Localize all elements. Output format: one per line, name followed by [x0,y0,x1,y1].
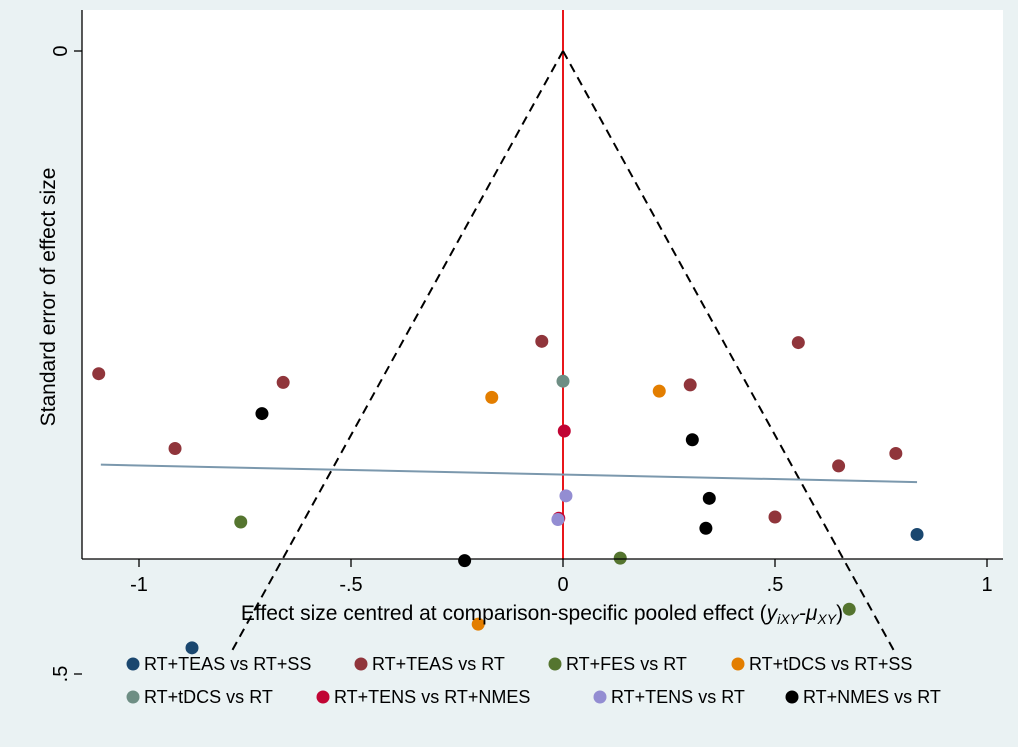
x-tick-label: -1 [130,574,148,596]
x-tick-label: -.5 [339,574,362,596]
data-point-series-1 [92,367,106,381]
data-point-series-0 [185,641,199,655]
data-point-series-4 [556,374,570,388]
x-axis-title-y-sub: iXY [777,611,800,627]
x-axis-title-main: Effect size centred at comparison-specif… [241,602,767,625]
legend-marker [548,657,562,671]
data-point-series-1 [535,334,549,348]
data-point-series-3 [471,617,485,631]
data-point-series-1 [276,375,290,389]
legend-marker [354,657,368,671]
fitted-line [100,463,918,484]
legend-marker [126,657,140,671]
data-point-series-6 [559,489,573,503]
data-point-series-2 [842,602,856,616]
data-point-series-1 [168,441,182,455]
x-axis-title-minus: - [799,602,806,625]
data-point-series-3 [485,390,499,404]
legend-label: RT+NMES vs RT [803,687,941,707]
y-tick-label: .5 [50,666,72,683]
x-axis-title-close: ) [836,602,843,625]
legend-label: RT+TENS vs RT+NMES [334,687,530,707]
data-point-series-7 [255,407,269,421]
data-point-series-1 [683,378,697,392]
y-axis-title: Standard error of effect size [37,168,60,427]
data-point-series-2 [613,551,627,565]
legend: RT+TEAS vs RT+SS RT+TEAS vs RT RT+FES vs R… [126,654,941,707]
data-point-series-2 [234,515,248,529]
data-point-series-1 [791,336,805,350]
legend-marker [785,690,799,704]
data-point-series-6 [551,512,565,526]
legend-label: RT+TEAS vs RT [372,654,505,674]
funnel-right-limit [562,50,897,655]
plot-background [82,10,1003,559]
legend-label: RT+TENS vs RT [611,687,745,707]
x-tick-label: 1 [981,574,992,596]
legend-label: RT+tDCS vs RT [144,687,273,707]
data-point-series-1 [832,459,846,473]
legend-label: RT+tDCS vs RT+SS [749,654,912,674]
legend-marker [316,690,330,704]
y-tick-label: 0 [50,45,72,56]
data-point-series-1 [768,510,782,524]
legend-marker [731,657,745,671]
x-axis-title-mu-sub: XY [816,611,837,627]
x-axis-title: Effect size centred at comparison-specif… [241,602,843,627]
data-point-series-7 [685,433,699,447]
axes-layer: -1 -.5 0 .5 1 0 .5 [50,10,1003,682]
data-point-series-7 [699,521,713,535]
x-axis-title-y: y [765,602,779,625]
legend-label: RT+TEAS vs RT+SS [144,654,311,674]
funnel-left-limit [229,50,564,655]
legend-label: RT+FES vs RT [566,654,687,674]
data-point-series-1 [889,446,903,460]
plot-layer [92,10,924,655]
data-point-series-3 [652,384,666,398]
x-tick-label: 0 [557,574,568,596]
data-point-series-7 [458,554,472,568]
data-point-series-5 [557,424,571,438]
data-point-series-0 [910,527,924,541]
x-axis-title-mu: μ [805,602,818,625]
legend-marker [593,690,607,704]
x-tick-label: .5 [767,574,784,596]
legend-marker [126,690,140,704]
data-point-series-7 [702,491,716,505]
